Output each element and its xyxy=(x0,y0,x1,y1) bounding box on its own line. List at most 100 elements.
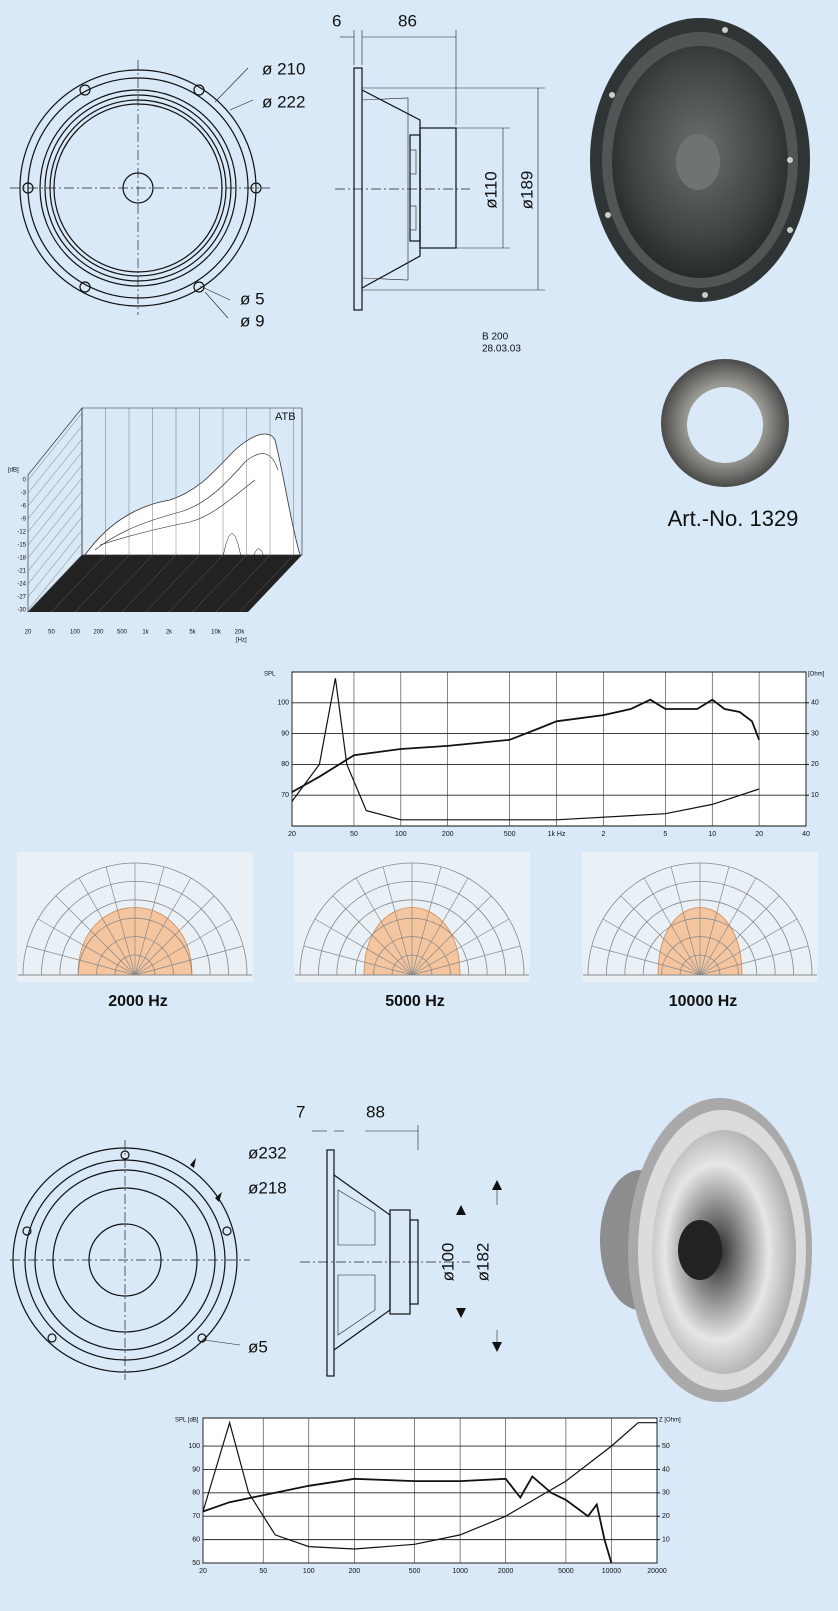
driver1-side xyxy=(335,30,545,311)
x-tick-label: 2000 xyxy=(498,1568,514,1575)
polar-spoke xyxy=(332,895,413,976)
polar-spoke xyxy=(411,895,492,976)
polar-spoke xyxy=(382,866,413,976)
grid-line xyxy=(27,542,83,611)
y2-tick-label: 20 xyxy=(811,761,819,768)
y2-tick-label: 30 xyxy=(662,1490,670,1497)
y-tick-label: 100 xyxy=(277,700,289,707)
y-tick-label: -30 xyxy=(17,608,26,614)
dim-label: ø218 xyxy=(248,1178,287,1197)
grid-line xyxy=(27,425,83,494)
y-tick-label: 100 xyxy=(188,1443,200,1450)
charts: 20 50 100 200 500 1k Hz 2 5 10 20 4070809010010203… xyxy=(175,671,825,1575)
grid-line xyxy=(27,451,83,520)
driver2-side xyxy=(300,1125,502,1377)
dim-label: ø 5 xyxy=(240,289,265,308)
y-tick-label: -9 xyxy=(21,517,27,523)
x-tick-label: 200 xyxy=(93,630,104,636)
polar-spoke xyxy=(134,918,233,976)
x-tick-label: 200 xyxy=(442,831,454,838)
polar-spoke xyxy=(411,866,442,976)
series-line xyxy=(291,678,760,821)
dim-label: ø232 xyxy=(248,1143,287,1162)
polar-spoke xyxy=(105,866,136,976)
polar-spoke xyxy=(134,945,244,976)
polar-spoke xyxy=(591,945,701,976)
polar-spoke xyxy=(37,918,136,976)
y-tick-label: -21 xyxy=(17,569,26,575)
series-line xyxy=(202,1420,657,1550)
y-tick-label: -3 xyxy=(21,491,27,497)
y-tick-label: -18 xyxy=(17,556,26,562)
polar-spoke xyxy=(303,945,413,976)
grid-line xyxy=(121,554,177,613)
x-tick-label: 50 xyxy=(350,831,358,838)
x-tick-label: 2k xyxy=(166,630,173,636)
dim-label: ø110 xyxy=(481,171,500,209)
dim-label: 7 xyxy=(296,1102,305,1121)
polar-plots xyxy=(17,852,818,982)
grid-line xyxy=(27,464,83,533)
y-axis-label: SPL xyxy=(264,672,276,678)
grid-line xyxy=(27,490,83,559)
driver2-front xyxy=(10,1140,250,1380)
axis-unit: [Hz] xyxy=(236,638,247,644)
polar-spoke xyxy=(643,877,701,976)
x-tick-label: 20 xyxy=(25,630,32,636)
x-tick-label: 20 xyxy=(755,831,763,838)
polar-spoke xyxy=(411,877,469,976)
grid-line xyxy=(51,554,106,613)
x-tick-label: 1000 xyxy=(452,1568,468,1575)
accessory-ring xyxy=(661,359,789,487)
y2-tick-label: 40 xyxy=(662,1466,670,1473)
y-tick-label: -24 xyxy=(17,582,26,588)
dim-label: ø 9 xyxy=(240,311,265,330)
y2-tick-label: 10 xyxy=(662,1536,670,1543)
grid-line xyxy=(27,554,83,613)
polar-spoke xyxy=(134,877,192,976)
grid-line xyxy=(192,554,247,613)
polar-label: 5000 Hz xyxy=(385,993,445,1010)
grid-line xyxy=(27,529,83,598)
x-tick-label: 500 xyxy=(504,831,516,838)
dim-label: ø189 xyxy=(517,171,536,210)
waterfall xyxy=(27,407,303,613)
y-tick-label: -27 xyxy=(17,595,26,601)
x-tick-label: 20k xyxy=(235,630,246,636)
driver1-front xyxy=(10,60,270,319)
y2-tick-label: 30 xyxy=(811,730,819,737)
drawing-id: B 200 xyxy=(482,332,509,343)
x-tick-label: 20 xyxy=(199,1568,207,1575)
grid-line xyxy=(239,554,294,613)
grid-line xyxy=(215,554,271,613)
polar-spoke xyxy=(699,918,798,976)
y2-tick-label: 10 xyxy=(811,792,819,799)
x-tick-label: 50 xyxy=(48,630,55,636)
grid-line xyxy=(145,554,200,613)
polar-spoke xyxy=(134,866,165,976)
dim-label: ø5 xyxy=(248,1337,268,1356)
y-tick-label: 90 xyxy=(192,1466,200,1473)
x-tick-label: 100 xyxy=(395,831,407,838)
y2-tick-label: 40 xyxy=(811,700,819,707)
series-line xyxy=(202,1475,613,1564)
polar-spoke xyxy=(78,877,136,976)
grid-line xyxy=(98,554,153,613)
x-tick-label: 20 xyxy=(288,831,296,838)
dim-label: 86 xyxy=(398,11,417,30)
x-tick-label: 10000 xyxy=(602,1568,622,1575)
y-tick-label: 90 xyxy=(281,730,289,737)
x-tick-label: 100 xyxy=(303,1568,315,1575)
y-tick-label: 80 xyxy=(192,1490,200,1497)
dim-label: ø100 xyxy=(438,1243,457,1282)
polar-spoke xyxy=(26,945,136,976)
driver1-photo xyxy=(590,18,810,302)
polar-spoke xyxy=(134,895,215,976)
grid-line xyxy=(74,554,130,613)
y-tick-label: -12 xyxy=(17,530,26,536)
axis-unit: [dB] xyxy=(8,468,19,474)
grid-line xyxy=(27,503,83,572)
polar-label: 10000 Hz xyxy=(669,993,738,1010)
